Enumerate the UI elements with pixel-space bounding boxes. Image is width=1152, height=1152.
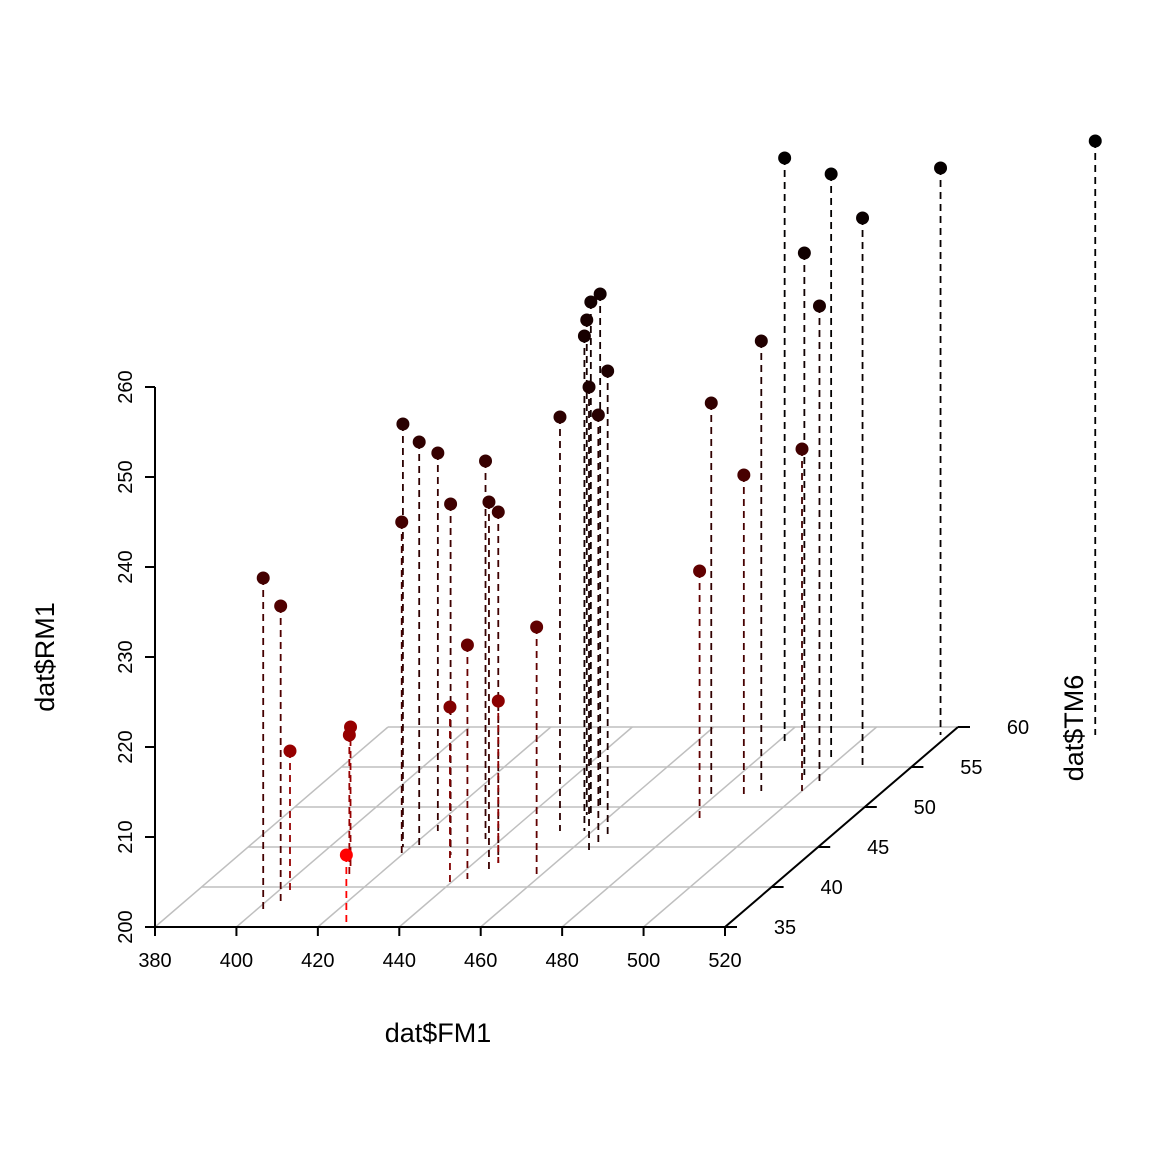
data-point [582,380,596,394]
data-point [530,620,544,634]
tick-labels: 380 400 420 440 460 480 500 520 35 40 45 50 55 60 200 2… [115,370,1029,972]
z-tick-label: 210 [115,820,137,853]
data-point [274,599,288,613]
z-axis-title: dat$RM1 [30,602,60,712]
data-point [491,694,505,708]
z-tick-label: 260 [115,370,137,403]
y-tick-label: 35 [774,917,796,939]
x-tick-label: 460 [464,950,497,972]
data-point [824,167,838,181]
grid-line-x-5 [561,726,796,928]
data-point [1088,134,1102,148]
z-tick-label: 250 [115,460,137,493]
data-point [580,313,594,327]
z-tick-label: 200 [115,910,137,943]
y-tick-label: 55 [960,757,982,779]
x-tick-label: 380 [138,950,171,972]
z-tick-label: 240 [115,550,137,583]
data-point [704,396,718,410]
data-point [256,571,270,585]
data-point [283,744,297,758]
data-point [795,442,809,456]
data-point [797,246,811,260]
data-point [396,417,410,431]
data-point [693,564,707,578]
x-tick-label: 500 [627,950,660,972]
data-point [934,161,948,175]
grid-line-x-3 [398,726,633,928]
y-tick-label: 40 [820,877,842,899]
data-point [593,287,607,301]
data-point [460,638,474,652]
grid-line-x-4 [480,726,715,928]
z-tick-label: 220 [115,730,137,763]
x-tick-label: 400 [220,950,253,972]
z-tick-label: 230 [115,640,137,673]
x-tick-label: 440 [383,950,416,972]
y-axis-title: dat$TM6 [1059,675,1089,782]
data-point [444,497,458,511]
data-point [342,728,356,742]
data-point [812,299,826,313]
axes [145,386,970,936]
data-point [479,454,493,468]
x-tick-label: 480 [545,950,578,972]
data-point [395,515,409,529]
data-point [431,446,445,460]
data-point [591,408,605,422]
data-point [577,329,591,343]
data-point [553,410,567,424]
data-point [584,295,598,309]
x-axis-title: dat$FM1 [385,1018,492,1048]
y-tick-label: 45 [867,837,889,859]
data-point [443,700,457,714]
x-tick-label: 420 [301,950,334,972]
data-point [601,364,615,378]
data-point [482,495,496,509]
grid-line-x-2 [317,726,552,928]
data-point [754,334,768,348]
y-tick-label: 50 [914,797,936,819]
data-point [491,505,505,519]
data-point [339,848,353,862]
data-point [856,211,870,225]
y-tick-label: 60 [1007,717,1029,739]
grid-line-x-1 [235,726,470,928]
x-tick-label: 520 [708,950,741,972]
y-axis-line [724,726,959,928]
data-points [256,134,1102,862]
grid-line-x-6 [643,726,878,928]
data-point [737,468,751,482]
data-point [412,435,426,449]
data-point [778,151,792,165]
drop-lines [262,141,1097,927]
